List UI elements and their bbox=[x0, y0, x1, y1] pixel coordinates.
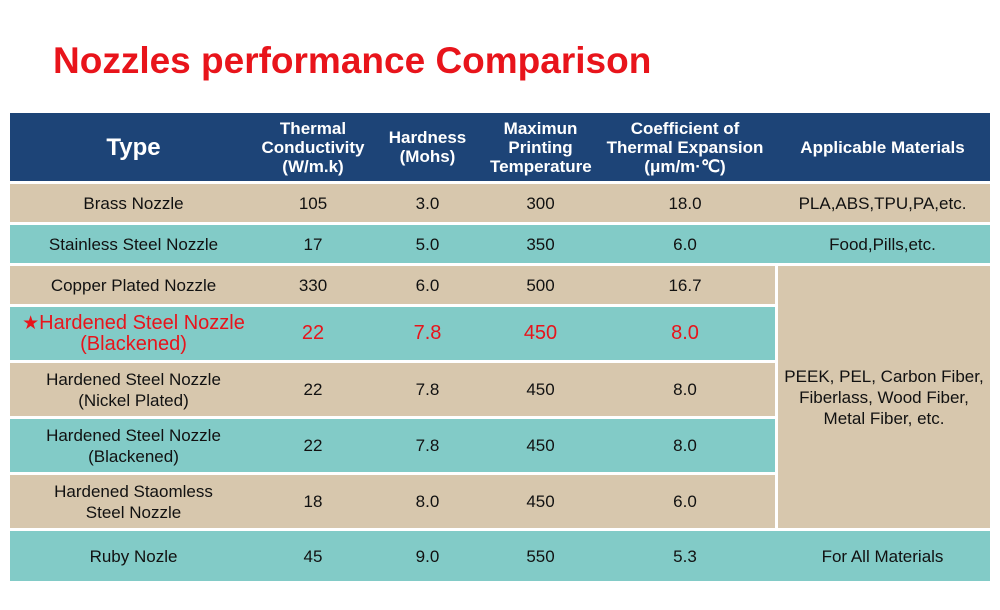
row-thermal: 45 bbox=[257, 528, 369, 581]
row-cte: 8.0 bbox=[595, 304, 775, 360]
header-applicable-materials: Applicable Materials bbox=[775, 113, 990, 181]
row-cte: 6.0 bbox=[595, 222, 775, 263]
table-row: Hardened Steel Nozzle (Nickel Plated) 22 … bbox=[10, 360, 990, 416]
row-thermal: 18 bbox=[257, 472, 369, 528]
row-max-temp: 550 bbox=[486, 528, 595, 581]
row-thermal: 22 bbox=[257, 416, 369, 472]
row-hardness: 5.0 bbox=[369, 222, 486, 263]
row-materials: Food,Pills,etc. bbox=[775, 222, 990, 263]
row-thermal: 17 bbox=[257, 222, 369, 263]
header-hardness: Hardness (Mohs) bbox=[369, 113, 486, 181]
row-cte: 16.7 bbox=[595, 263, 775, 304]
row-hardness: 6.0 bbox=[369, 263, 486, 304]
table-row: Ruby Nozle 45 9.0 550 5.3 For All Materi… bbox=[10, 528, 990, 581]
row-thermal: 22 bbox=[257, 304, 369, 360]
row-type: Hardened Steel Nozzle (Blackened) bbox=[10, 416, 257, 472]
table-row: Hardened Staomless Steel Nozzle 18 8.0 45… bbox=[10, 472, 990, 528]
row-cte: 6.0 bbox=[595, 472, 775, 528]
row-type: Hardened Steel Nozzle (Nickel Plated) bbox=[10, 360, 257, 416]
row-type: Ruby Nozle bbox=[10, 528, 257, 581]
row-hardness: 7.8 bbox=[369, 416, 486, 472]
row-max-temp: 450 bbox=[486, 472, 595, 528]
header-thermal-expansion: Coefficient of Thermal Expansion (μm/m·℃) bbox=[595, 113, 775, 181]
row-type: Copper Plated Nozzle bbox=[10, 263, 257, 304]
row-cte: 8.0 bbox=[595, 360, 775, 416]
comparison-table: Type Thermal Conductivity (W/m.k) Hardnes… bbox=[10, 113, 990, 581]
star-icon: ★ bbox=[22, 312, 40, 334]
row-hardness: 8.0 bbox=[369, 472, 486, 528]
row-type: Stainless Steel Nozzle bbox=[10, 222, 257, 263]
header-type: Type bbox=[10, 113, 257, 181]
row-cte: 8.0 bbox=[595, 416, 775, 472]
row-materials: For All Materials bbox=[775, 528, 990, 581]
row-hardness: 7.8 bbox=[369, 304, 486, 360]
table-row-highlighted: ★Hardened Steel Nozzle (Blackened) 22 7.8… bbox=[10, 304, 990, 360]
row-thermal: 105 bbox=[257, 181, 369, 222]
row-max-temp: 300 bbox=[486, 181, 595, 222]
table-row: Hardened Steel Nozzle (Blackened) 22 7.8 … bbox=[10, 416, 990, 472]
table-row: Stainless Steel Nozzle 17 5.0 350 6.0 Fo… bbox=[10, 222, 990, 263]
table-row: Copper Plated Nozzle 330 6.0 500 16.7 PE… bbox=[10, 263, 990, 528]
row-max-temp: 450 bbox=[486, 304, 595, 360]
row-cte: 18.0 bbox=[595, 181, 775, 222]
row-type: Hardened Staomless Steel Nozzle bbox=[10, 472, 257, 528]
row-max-temp: 450 bbox=[486, 416, 595, 472]
row-max-temp: 350 bbox=[486, 222, 595, 263]
row-materials: PLA,ABS,TPU,PA,etc. bbox=[775, 181, 990, 222]
row-hardness: 7.8 bbox=[369, 360, 486, 416]
row-hardness: 3.0 bbox=[369, 181, 486, 222]
row-type: ★Hardened Steel Nozzle (Blackened) bbox=[10, 304, 257, 360]
merged-materials-cell: PEEK, PEL, Carbon Fiber, Fiberlass, Wood … bbox=[775, 263, 990, 528]
row-cte: 5.3 bbox=[595, 528, 775, 581]
row-type: Brass Nozzle bbox=[10, 181, 257, 222]
header-thermal-conductivity: Thermal Conductivity (W/m.k) bbox=[257, 113, 369, 181]
header-max-temperature: Maximun Printing Temperature bbox=[486, 113, 595, 181]
row-max-temp: 500 bbox=[486, 263, 595, 304]
row-thermal: 330 bbox=[257, 263, 369, 304]
row-thermal: 22 bbox=[257, 360, 369, 416]
page-title: Nozzles performance Comparison bbox=[53, 40, 652, 81]
row-hardness: 9.0 bbox=[369, 528, 486, 581]
header-row: Type Thermal Conductivity (W/m.k) Hardnes… bbox=[10, 113, 990, 181]
row-max-temp: 450 bbox=[486, 360, 595, 416]
table-row: Brass Nozzle 105 3.0 300 18.0 PLA,ABS,TP… bbox=[10, 181, 990, 222]
